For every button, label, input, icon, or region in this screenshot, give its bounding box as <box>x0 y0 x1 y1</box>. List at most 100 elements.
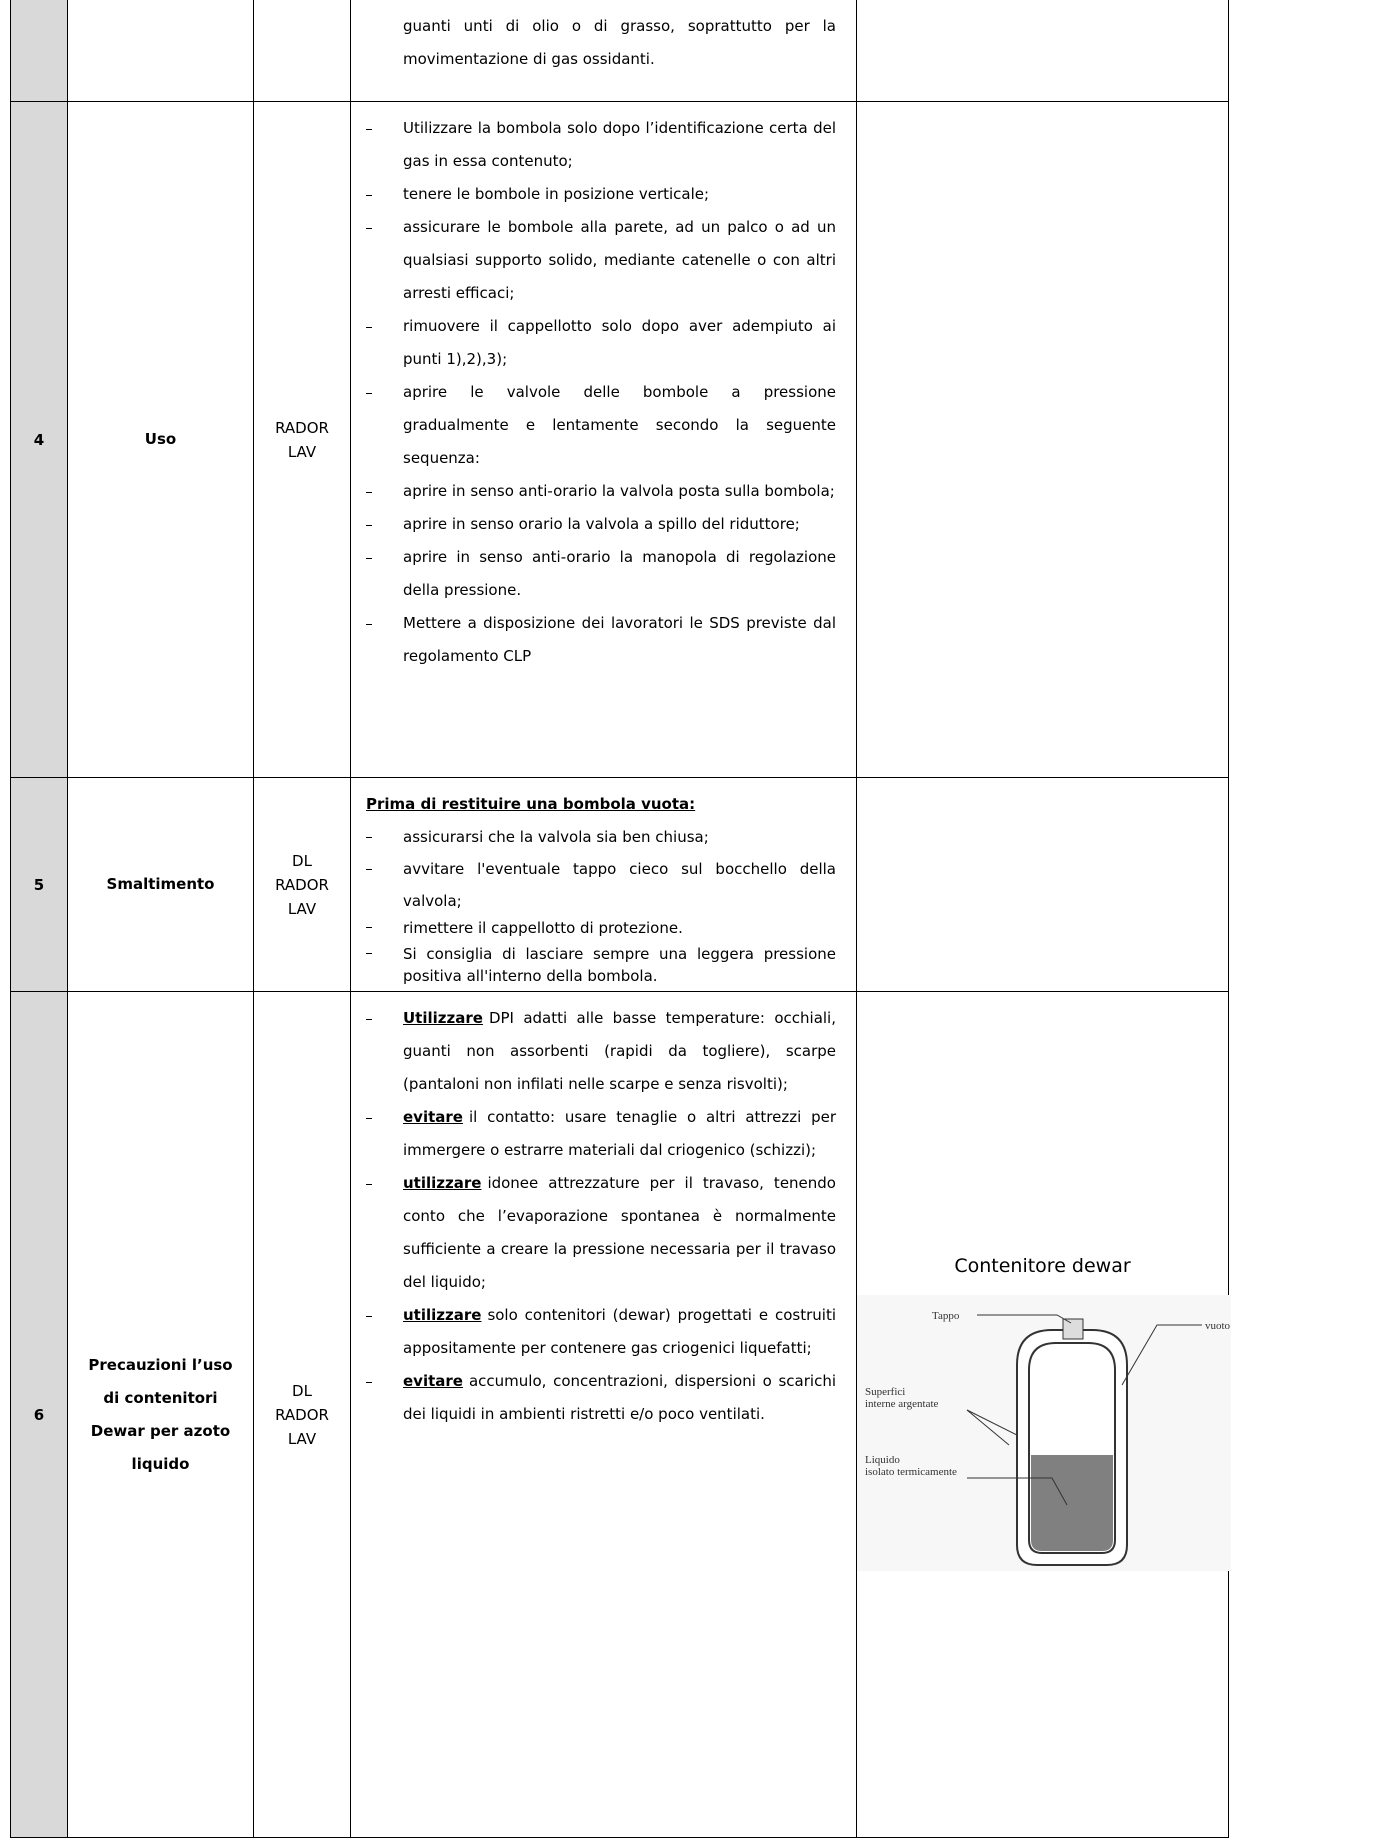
dewar-diagram: Tappo vuoto Superfici interne argentate Liqu… <box>857 1294 1231 1571</box>
dash <box>366 953 372 969</box>
leader <box>966 1409 1018 1435</box>
item-text: Utilizzare DPI adatti alle basse temperat… <box>403 1002 836 1101</box>
measures: Utilizzare DPI adatti alle basse temperat… <box>350 991 857 1838</box>
list-item: Utilizzare la bombola solo dopo l’identi… <box>366 112 836 178</box>
dash <box>366 327 372 343</box>
item-body: idonee attrezzature per il travaso, tene… <box>403 1174 836 1291</box>
item-lead: Utilizzare <box>403 1009 483 1027</box>
responsible: DL RADOR LAV <box>253 777 351 992</box>
responsible-line: DL <box>292 1381 312 1400</box>
measures: Prima di restituire una bombola vuota: as… <box>350 777 857 992</box>
diagram-label: vuoto <box>1205 1320 1231 1332</box>
item-text: assicurare le bombole alla parete, ad un… <box>403 211 836 310</box>
item-lead: evitare <box>403 1108 463 1126</box>
leader <box>977 1314 1072 1323</box>
table-row: 6 Precauzioni l’uso di contenitori Dewar … <box>10 991 1231 1838</box>
item-text: evitare accumulo, concentrazioni, dispers… <box>403 1365 836 1431</box>
dash <box>366 1382 372 1398</box>
diagram-label: Liquido isolato termicamente <box>865 1454 957 1478</box>
responsible-line: LAV <box>287 899 317 918</box>
dash <box>366 869 372 885</box>
item-text: Mettere a disposizione dei lavoratori le… <box>403 607 836 673</box>
item-text: aprire in senso anti-orario la manopola … <box>403 541 836 607</box>
row-number: 6 <box>10 991 68 1838</box>
diagram-label: Superfici interne argentate <box>865 1386 939 1410</box>
dash <box>366 129 372 145</box>
responsible-line: RADOR <box>275 418 329 437</box>
row-number <box>10 0 68 102</box>
table-row: 5 Smaltimento DL RADOR LAV Prima di restituir… <box>10 777 1229 992</box>
item-body: assicurare le bombole alla parete, ad un… <box>403 218 836 302</box>
liquid <box>1031 1454 1113 1551</box>
list-item: rimuovere il cappellotto solo dopo aver … <box>366 310 836 376</box>
item-body: accumulo, concentrazioni, dispersioni o … <box>403 1372 836 1423</box>
figure-cell <box>856 777 1229 992</box>
list-item: Utilizzare DPI adatti alle basse temperat… <box>366 1002 836 1101</box>
row-title: Smaltimento <box>67 777 254 992</box>
item-lead: evitare <box>403 1372 463 1390</box>
list-item: aprire in senso orario la valvola a spil… <box>366 508 836 541</box>
responsible <box>253 0 351 102</box>
dash <box>366 525 372 541</box>
table-row: guanti unti di olio o di grasso, sopratt… <box>10 0 1229 102</box>
dash <box>366 228 372 244</box>
responsible-line: LAV <box>287 1429 317 1448</box>
item-text: aprire in senso anti-orario la valvola p… <box>403 475 835 508</box>
dash <box>366 1316 372 1332</box>
row-number: 4 <box>10 101 68 778</box>
item-body: Mettere a disposizione dei lavoratori le… <box>403 614 836 665</box>
responsible-line: RADOR <box>275 875 329 894</box>
list-item: utilizzare idonee attrezzature per il tra… <box>366 1167 836 1299</box>
item-lead: utilizzare <box>403 1306 482 1324</box>
table-row: 4 Uso RADOR LAV Utilizzare la bombola solo d… <box>10 101 1229 778</box>
responsible: RADOR LAV <box>253 101 351 778</box>
item-lead: utilizzare <box>403 1174 482 1192</box>
safety-table: guanti unti di olio o di grasso, sopratt… <box>10 0 1231 1838</box>
leader <box>967 1477 1068 1505</box>
item-body: solo contenitori (dewar) progettati e co… <box>403 1306 836 1357</box>
cap <box>1062 1318 1084 1339</box>
dash <box>366 393 372 409</box>
row-title <box>67 0 254 102</box>
item-text: utilizzare idonee attrezzature per il tra… <box>403 1167 836 1299</box>
item-body: avvitare l'eventuale tappo cieco sul boc… <box>403 860 836 910</box>
item-body: aprire le valvole delle bombole a pressi… <box>403 383 836 467</box>
item-body: tenere le bombole in posizione verticale… <box>403 185 710 203</box>
measures: guanti unti di olio o di grasso, sopratt… <box>350 0 857 102</box>
list-item: rimettere il cappellotto di protezione. <box>366 917 836 943</box>
row-number: 5 <box>10 777 68 992</box>
item-text: rimuovere il cappellotto solo dopo aver … <box>403 310 836 376</box>
leader <box>1121 1324 1202 1385</box>
leader <box>966 1409 1010 1445</box>
diagram-label: Tappo <box>932 1310 960 1322</box>
item-text: aprire le valvole delle bombole a pressi… <box>403 376 836 475</box>
figure-cell: Contenitore dewar Tappo vuoto Superfici int… <box>856 991 1231 1838</box>
dash <box>366 1118 372 1134</box>
item-body: rimuovere il cappellotto solo dopo aver … <box>403 317 836 368</box>
row-title: Uso <box>67 101 254 778</box>
item-body: Si consiglia di lasciare sempre una legg… <box>403 945 836 985</box>
paragraph: guanti unti di olio o di grasso, sopratt… <box>403 17 836 68</box>
item-text: Utilizzare la bombola solo dopo l’identi… <box>403 112 836 178</box>
dash <box>366 1019 372 1035</box>
dash <box>366 624 372 640</box>
item-body: DPI adatti alle basse temperature: occhi… <box>403 1009 836 1093</box>
row-title: Precauzioni l’uso di contenitori Dewar p… <box>67 991 254 1838</box>
list-item: Mettere a disposizione dei lavoratori le… <box>366 607 836 673</box>
figure-caption: Contenitore dewar <box>954 1254 1131 1277</box>
item-text: evitare il contatto: usare tenaglie o alt… <box>403 1101 836 1167</box>
figure-cell <box>856 101 1229 778</box>
item-body: aprire in senso orario la valvola a spil… <box>403 515 800 533</box>
item-body: Utilizzare la bombola solo dopo l’identi… <box>403 119 836 170</box>
list-item: aprire in senso anti-orario la manopola … <box>366 541 836 607</box>
item-body: aprire in senso anti-orario la manopola … <box>403 548 836 599</box>
list-item: Si consiglia di lasciare sempre una legg… <box>366 943 836 987</box>
item-text: Si consiglia di lasciare sempre una legg… <box>403 943 836 987</box>
item-text: rimettere il cappellotto di protezione. <box>403 917 683 943</box>
item-body: aprire in senso anti-orario la valvola p… <box>403 482 835 500</box>
measures: Utilizzare la bombola solo dopo l’identi… <box>350 101 857 778</box>
item-text: tenere le bombole in posizione verticale… <box>403 178 709 211</box>
list-item: aprire le valvole delle bombole a pressi… <box>366 376 836 475</box>
list-item: evitare il contatto: usare tenaglie o alt… <box>366 1101 836 1167</box>
dash <box>366 492 372 508</box>
